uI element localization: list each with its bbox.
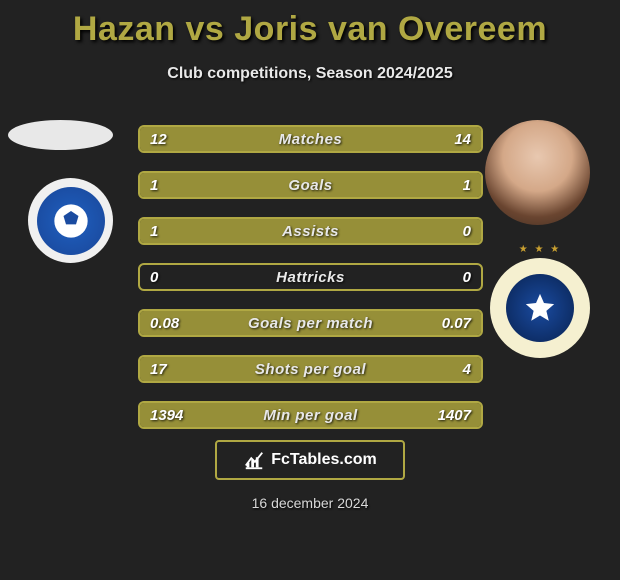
stat-row: 0 Hattricks 0 [138,263,483,291]
stat-value-left: 1 [150,177,158,194]
stat-row: 17 Shots per goal 4 [138,355,483,383]
stat-value-right: 1407 [438,407,471,424]
stat-row: 0.08 Goals per match 0.07 [138,309,483,337]
stat-value-right: 0 [463,269,471,286]
stat-row: 1394 Min per goal 1407 [138,401,483,429]
branding-badge: FcTables.com [215,440,405,480]
stat-value-right: 0.07 [442,315,471,332]
player-left-avatar [8,120,113,150]
stat-value-left: 17 [150,361,167,378]
stat-label: Min per goal [263,407,357,424]
star-badge-icon [506,274,574,342]
stat-value-right: 1 [463,177,471,194]
stat-fill-right [416,357,481,381]
stat-row: 1 Goals 1 [138,171,483,199]
chart-icon [243,449,265,471]
stat-row: 12 Matches 14 [138,125,483,153]
player-right-avatar [485,120,590,225]
page-title: Hazan vs Joris van Overeem [0,0,620,49]
player-left-club-logo [28,178,113,263]
stat-value-left: 1394 [150,407,183,424]
soccer-ball-icon [37,187,105,255]
stat-label: Goals [288,177,332,194]
stat-label: Matches [279,131,343,148]
stat-value-left: 0 [150,269,158,286]
branding-text: FcTables.com [271,451,377,469]
stars-icon: ★ ★ ★ [490,244,590,255]
stat-row: 1 Assists 0 [138,217,483,245]
stat-value-right: 0 [463,223,471,240]
stat-label: Shots per goal [255,361,366,378]
page-subtitle: Club competitions, Season 2024/2025 [0,65,620,83]
stat-value-right: 14 [454,131,471,148]
stat-label: Hattricks [276,269,345,286]
stat-value-right: 4 [463,361,471,378]
stat-label: Assists [282,223,339,240]
stat-label: Goals per match [248,315,373,332]
player-right-club-logo: ★ ★ ★ [490,258,590,358]
stat-fill-right [311,173,482,197]
stat-rows-container: 12 Matches 14 1 Goals 1 1 Assists 0 0 Hattricks 0 0.… [138,125,483,447]
stat-fill-left [140,173,311,197]
stat-value-left: 0.08 [150,315,179,332]
infographic-date: 16 december 2024 [0,495,620,511]
stat-value-left: 1 [150,223,158,240]
stat-value-left: 12 [150,131,167,148]
